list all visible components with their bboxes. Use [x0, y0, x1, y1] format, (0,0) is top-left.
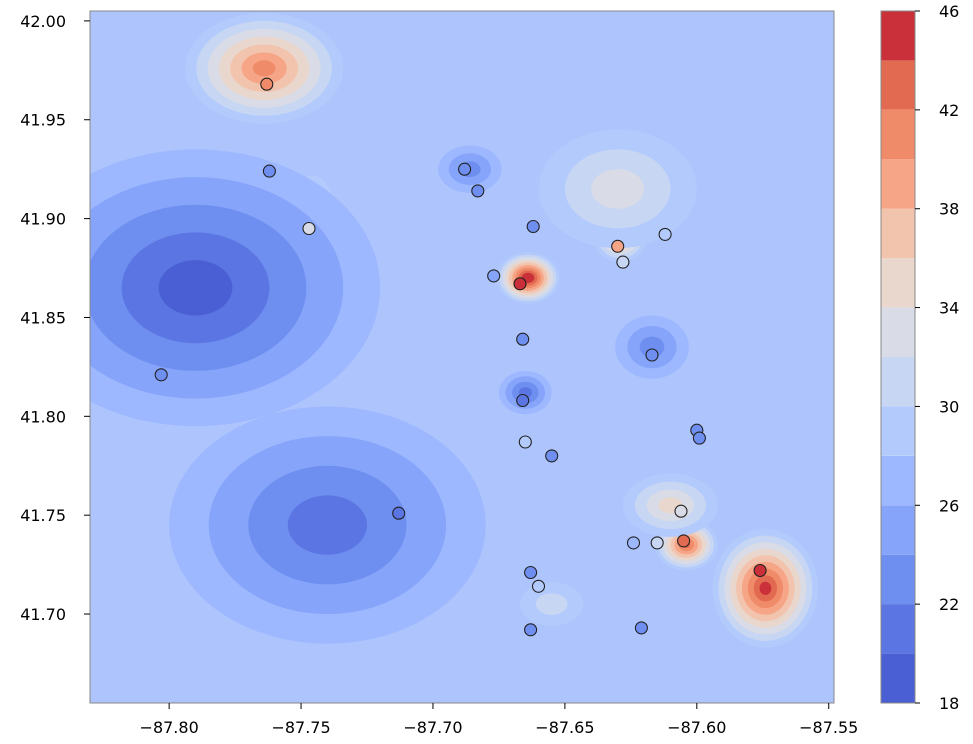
- contour-field: [90, 12, 819, 648]
- x-tick-label: −87.75: [271, 718, 330, 737]
- y-tick-label: 42.00: [20, 12, 66, 31]
- x-tick-label: −87.55: [799, 718, 858, 737]
- colorbar-band: [881, 604, 915, 654]
- contour-band: [759, 581, 772, 595]
- contour-band: [252, 60, 276, 77]
- contour-band: [535, 593, 568, 615]
- station-marker: [471, 184, 485, 198]
- contour-band: [591, 169, 645, 209]
- x-tick-label: −87.80: [140, 718, 199, 737]
- colorbar-band: [881, 109, 915, 160]
- hotspot-bands: [185, 12, 344, 124]
- colorbar-band: [881, 258, 915, 308]
- colorbar-band: [881, 406, 915, 456]
- colorbar-band: [881, 554, 915, 605]
- colorbar-tick-label: 30: [939, 397, 959, 416]
- colorbar-tick-label: 46: [939, 2, 959, 21]
- y-tick-label: 41.95: [20, 111, 66, 130]
- station-marker: [513, 277, 527, 291]
- hotspot-bands: [90, 149, 381, 427]
- y-tick-label: 41.75: [20, 506, 66, 525]
- hotspot-bands: [712, 529, 819, 648]
- station-marker: [516, 393, 530, 408]
- colorbar-band: [881, 60, 915, 110]
- station-marker: [516, 332, 530, 346]
- station-markers: [154, 77, 767, 637]
- station-marker: [526, 219, 540, 234]
- colorbar-band: [881, 455, 915, 506]
- station-marker: [645, 348, 659, 362]
- colorbar-tick-label: 42: [939, 101, 959, 120]
- station-marker: [260, 77, 274, 91]
- colorbar-tick-label: 34: [939, 299, 959, 318]
- hotspot-bands: [496, 252, 560, 304]
- hotspot-bands: [498, 370, 552, 415]
- station-marker: [674, 504, 688, 518]
- station-marker: [524, 565, 538, 580]
- station-marker: [302, 221, 316, 236]
- hotspot-bands: [615, 315, 689, 379]
- contour-band: [287, 495, 367, 555]
- station-marker: [487, 269, 501, 283]
- contour-band: [639, 336, 665, 358]
- colorbar-band: [881, 11, 915, 61]
- colorbar-band: [881, 307, 915, 357]
- colorbar-tick-label: 22: [939, 595, 959, 614]
- colorbar-tick-label: 38: [939, 200, 959, 219]
- colorbar-tick-label: 26: [939, 496, 959, 515]
- colorbar-band: [881, 653, 915, 703]
- station-marker: [650, 536, 664, 550]
- station-marker: [626, 536, 641, 550]
- station-marker: [392, 506, 406, 520]
- station-marker: [692, 431, 706, 445]
- station-marker: [531, 579, 546, 593]
- y-tick-label: 41.90: [20, 210, 66, 229]
- station-marker: [545, 449, 559, 463]
- station-marker: [524, 623, 538, 637]
- colorbar-band: [881, 159, 915, 209]
- y-tick-label: 41.80: [20, 407, 66, 426]
- colorbar-band: [881, 505, 915, 555]
- colorbar-tick-label: 18: [939, 694, 959, 713]
- station-marker: [634, 621, 648, 635]
- station-marker: [753, 563, 767, 578]
- colorbar-frame: [880, 10, 916, 704]
- colorbar: 18 22 26 30 34 38 42 46: [880, 2, 959, 713]
- x-tick-label: −87.60: [667, 718, 726, 737]
- station-marker: [658, 227, 672, 241]
- x-tick-label: −87.65: [535, 718, 594, 737]
- colorbar-band: [881, 357, 915, 407]
- contour-band: [158, 260, 233, 316]
- y-axis: 41.70 41.75 41.80 41.85 41.90 41.95 42.00: [20, 12, 90, 624]
- station-marker: [677, 534, 691, 548]
- station-marker: [616, 255, 630, 269]
- x-tick-label: −87.70: [403, 718, 462, 737]
- hotspot-bands: [538, 129, 697, 249]
- station-marker: [262, 164, 276, 178]
- hotspot-bands: [520, 582, 584, 626]
- x-axis: −87.80 −87.75 −87.70 −87.65 −87.60 −87.55: [140, 703, 858, 737]
- station-marker: [611, 239, 625, 253]
- hotspot-bands: [169, 406, 486, 644]
- hotspot-bands: [622, 473, 718, 537]
- plot-frame: [89, 10, 835, 704]
- colorbar-band: [881, 208, 915, 259]
- y-tick-label: 41.70: [20, 605, 66, 624]
- contour-band: [524, 275, 532, 281]
- y-tick-label: 41.85: [20, 308, 66, 327]
- station-marker: [518, 435, 532, 449]
- station-marker: [154, 368, 168, 382]
- station-marker: [458, 162, 472, 176]
